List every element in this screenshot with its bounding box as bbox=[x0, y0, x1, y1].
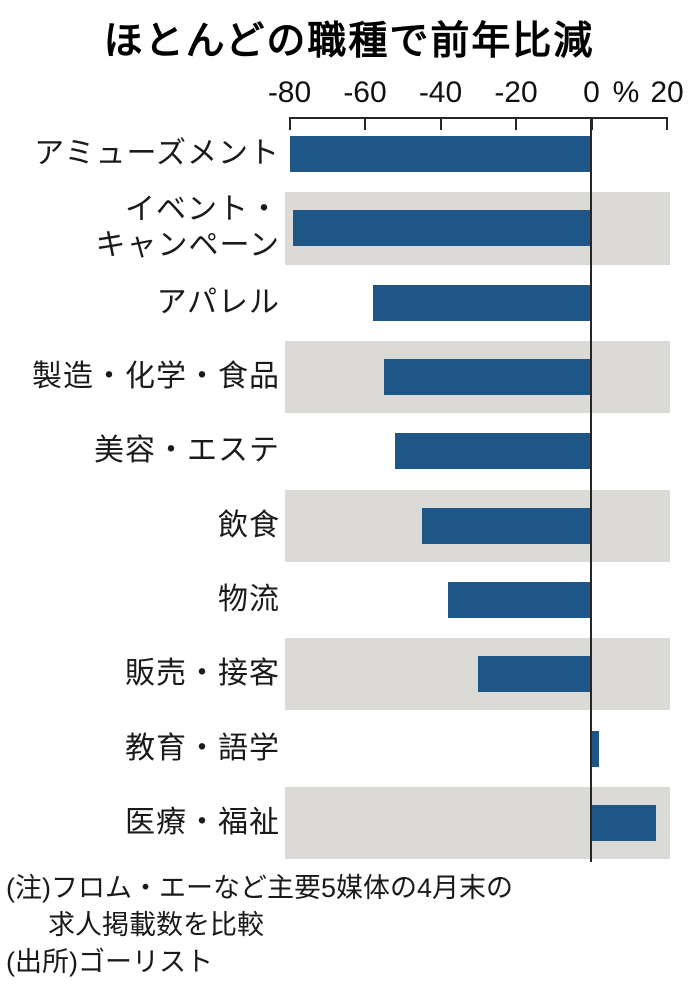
chart-bar bbox=[421, 507, 592, 544]
category-label: アミューズメント bbox=[34, 137, 280, 171]
tick-label: 0 bbox=[583, 76, 600, 109]
notes: (注)フロム・エーなど主要5媒体の4月末の 求人掲載数を比較 (出所)ゴーリスト bbox=[6, 870, 696, 981]
note-line-2: 求人掲載数を比較 bbox=[48, 910, 264, 940]
tick-label: -20 bbox=[494, 76, 538, 109]
category-label: 販売・接客 bbox=[125, 657, 280, 691]
chart-bar bbox=[478, 656, 592, 693]
tick-label: -60 bbox=[343, 76, 387, 109]
tick-label: -80 bbox=[267, 76, 312, 109]
category-label: 美容・エステ bbox=[94, 434, 280, 468]
percent-unit-label: % bbox=[612, 76, 640, 109]
category-label: 教育・語学 bbox=[125, 731, 280, 765]
source-line: (出所)ゴーリスト bbox=[6, 947, 213, 977]
row-band bbox=[285, 638, 670, 711]
chart-bar bbox=[395, 433, 592, 470]
chart-bar bbox=[372, 284, 592, 321]
chart-bar bbox=[383, 359, 592, 396]
tick-label: -40 bbox=[418, 76, 463, 109]
chart-row: アミューズメント bbox=[0, 117, 698, 191]
chart-bar bbox=[293, 210, 592, 247]
chart-title: ほとんどの職種で前年比減 bbox=[103, 20, 595, 63]
chart-bar bbox=[448, 581, 592, 618]
chart-row: 飲食 bbox=[0, 489, 698, 563]
category-label: イベント・ キャンペーン bbox=[95, 193, 280, 263]
tick-mark bbox=[364, 117, 366, 130]
zero-baseline bbox=[590, 117, 592, 862]
tick-mark bbox=[288, 117, 291, 130]
category-label: 飲食 bbox=[218, 508, 280, 542]
axis-line bbox=[289, 117, 667, 119]
category-label: アパレル bbox=[156, 285, 280, 319]
tick-mark bbox=[439, 117, 442, 130]
category-label: 製造・化学・食品 bbox=[32, 360, 280, 394]
chart-row: イベント・ キャンペーン bbox=[0, 191, 698, 265]
chart-row: 物流 bbox=[0, 563, 698, 637]
chart-row: 販売・接客 bbox=[0, 637, 698, 711]
tick-label: 20 bbox=[650, 76, 684, 109]
chart-row: 医療・福祉 bbox=[0, 786, 698, 860]
chart-row: 教育・語学 bbox=[0, 711, 698, 785]
chart-bar bbox=[289, 136, 592, 173]
category-label: 物流 bbox=[218, 582, 280, 616]
chart-bar bbox=[591, 730, 600, 767]
note-line-1: (注)フロム・エーなど主要5媒体の4月末の bbox=[6, 873, 514, 903]
chart-row: 製造・化学・食品 bbox=[0, 340, 698, 414]
chart-row: アパレル bbox=[0, 266, 698, 340]
tick-mark bbox=[515, 117, 517, 130]
chart-row: 美容・エステ bbox=[0, 414, 698, 488]
category-label: 医療・福祉 bbox=[125, 805, 280, 839]
tick-mark bbox=[666, 117, 668, 130]
chart-bar bbox=[591, 804, 656, 841]
